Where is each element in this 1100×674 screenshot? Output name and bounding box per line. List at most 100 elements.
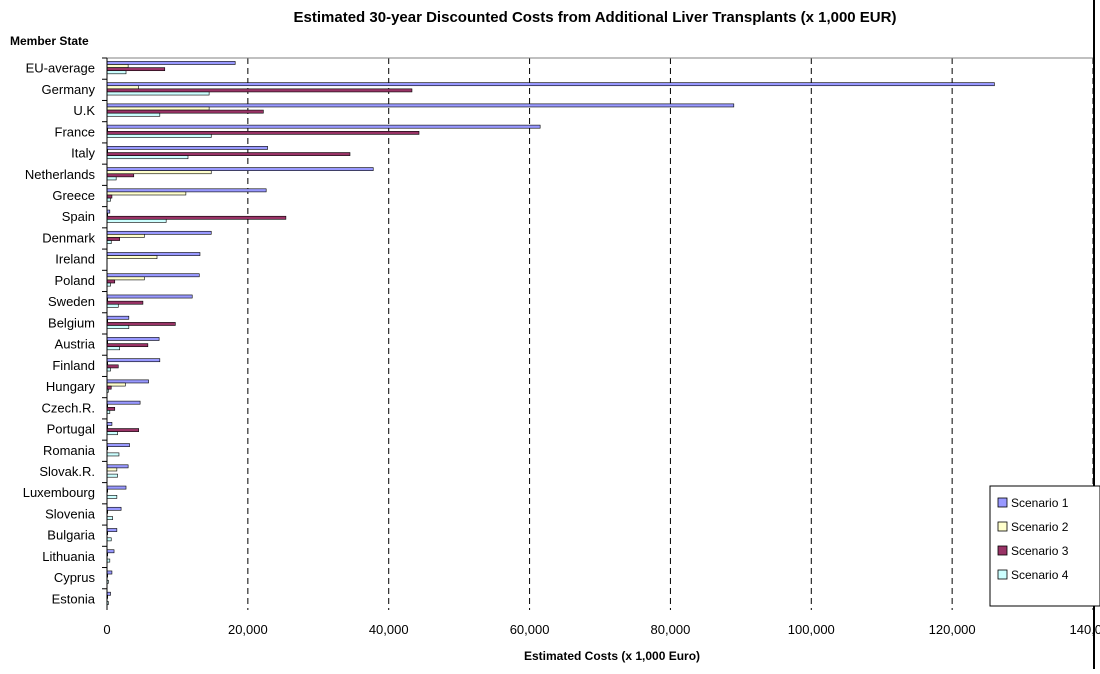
bar-scenario-3	[107, 407, 115, 410]
bar-scenario-1	[107, 83, 994, 86]
bar-scenario-1	[107, 528, 117, 531]
bar-scenario-2	[107, 86, 139, 89]
bar-scenario-1	[107, 168, 373, 171]
category-label: EU-average	[26, 61, 95, 76]
category-label: Cyprus	[54, 570, 96, 585]
bar-scenario-4	[107, 325, 129, 328]
category-label: Poland	[55, 273, 95, 288]
bar-scenario-4	[107, 538, 111, 541]
bar-scenario-4	[107, 474, 118, 477]
category-label: Italy	[71, 146, 95, 161]
x-tick-label: 40,000	[369, 622, 409, 637]
bar-scenario-4	[107, 495, 117, 498]
gridlines	[248, 58, 1093, 610]
bar-scenario-1	[107, 252, 200, 255]
category-label: Estonia	[52, 591, 96, 606]
bar-scenario-4	[107, 156, 188, 159]
bar-scenario-1	[107, 380, 149, 383]
category-label: Czech.R.	[42, 400, 95, 415]
x-tick-label: 0	[103, 622, 110, 637]
category-label: Slovak.R.	[39, 464, 95, 479]
bars-group	[107, 61, 994, 604]
legend-label: Scenario 1	[1011, 496, 1069, 510]
bar-scenario-1	[107, 274, 199, 277]
bar-scenario-3	[107, 386, 111, 389]
x-tick-label: 120,000	[929, 622, 976, 637]
category-label: Hungary	[46, 379, 96, 394]
bar-scenario-4	[107, 368, 111, 371]
category-label: Luxembourg	[23, 485, 95, 500]
bar-scenario-2	[107, 65, 128, 68]
bar-scenario-2	[107, 468, 117, 471]
bar-scenario-1	[107, 486, 126, 489]
category-label: Netherlands	[25, 167, 96, 182]
category-label: U.K	[73, 103, 95, 118]
chart-title: Estimated 30-year Discounted Costs from …	[294, 9, 897, 26]
category-label: Portugal	[47, 422, 96, 437]
bar-scenario-4	[107, 453, 119, 456]
x-tick-label: 80,000	[651, 622, 691, 637]
bar-scenario-2	[107, 192, 186, 195]
category-label: Ireland	[55, 252, 95, 267]
x-tick-labels: 0 20,000 40,000 60,000 80,000 100,000 120,000 1…	[103, 622, 1100, 637]
bar-scenario-1	[107, 337, 159, 340]
bar-scenario-1	[107, 359, 160, 362]
bar-scenario-1	[107, 550, 114, 553]
bar-scenario-4	[107, 347, 120, 350]
bar-scenario-2	[107, 234, 144, 237]
legend-label: Scenario 2	[1011, 520, 1069, 534]
bar-scenario-1	[107, 146, 268, 149]
bar-scenario-2	[107, 107, 209, 110]
bar-scenario-1	[107, 61, 235, 64]
category-label: Belgium	[48, 315, 95, 330]
category-label: Finland	[52, 358, 95, 373]
bar-scenario-4	[107, 283, 111, 286]
bar-scenario-3	[107, 365, 118, 368]
bar-scenario-1	[107, 592, 111, 595]
x-tick-label: 60,000	[510, 622, 550, 637]
bar-scenario-1	[107, 571, 112, 574]
bar-scenario-3	[107, 301, 143, 304]
bar-scenario-1	[107, 231, 211, 234]
bar-scenario-3	[107, 216, 286, 219]
bar-scenario-3	[107, 89, 412, 92]
bar-scenario-4	[107, 432, 118, 435]
x-tick-label: 20,000	[228, 622, 268, 637]
x-tick-label: 140,000	[1070, 622, 1100, 637]
bar-scenario-3	[107, 153, 350, 156]
category-labels: EU-averageGermanyU.KFranceItalyNetherlan…	[23, 61, 96, 607]
bar-scenario-4	[107, 134, 211, 137]
x-tick-label: 100,000	[788, 622, 835, 637]
bar-scenario-1	[107, 316, 129, 319]
category-label: Greece	[52, 188, 95, 203]
category-label: Bulgaria	[47, 528, 95, 543]
bar-scenario-1	[107, 189, 266, 192]
bar-scenario-3	[107, 110, 263, 113]
bar-scenario-2	[107, 277, 144, 280]
y-axis-title: Member State	[10, 34, 89, 48]
bar-scenario-4	[107, 92, 209, 95]
category-label: Denmark	[42, 230, 95, 245]
bar-scenario-3	[107, 280, 115, 283]
bar-scenario-1	[107, 422, 112, 425]
bar-scenario-3	[107, 344, 148, 347]
legend-label: Scenario 3	[1011, 544, 1069, 558]
bar-scenario-1	[107, 295, 192, 298]
category-label: Lithuania	[42, 549, 96, 564]
bar-scenario-2	[107, 383, 125, 386]
category-label: Sweden	[48, 294, 95, 309]
bar-scenario-4	[107, 113, 160, 116]
category-label: Austria	[55, 337, 96, 352]
legend-swatch	[998, 522, 1007, 531]
bar-scenario-1	[107, 444, 130, 447]
bar-scenario-3	[107, 237, 120, 240]
bar-scenario-1	[107, 507, 121, 510]
bar-scenario-4	[107, 304, 118, 307]
bar-scenario-4	[107, 219, 166, 222]
legend-swatch	[998, 498, 1007, 507]
legend-swatch	[998, 546, 1007, 555]
bar-scenario-1	[107, 104, 734, 107]
bar-scenario-3	[107, 429, 139, 432]
